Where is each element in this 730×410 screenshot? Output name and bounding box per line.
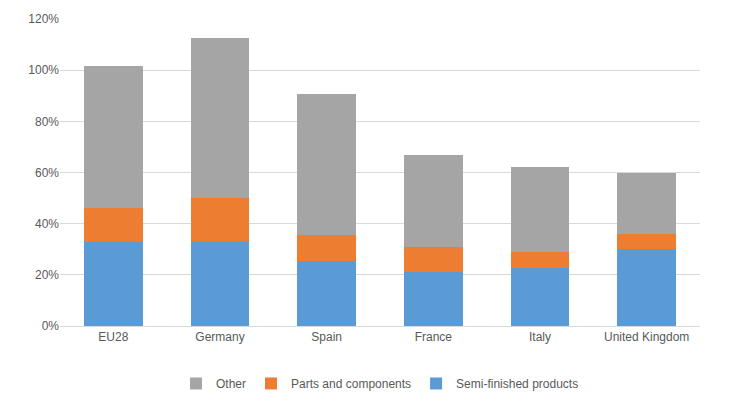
svg-text:100%: 100% — [28, 63, 59, 77]
svg-text:40%: 40% — [35, 217, 59, 231]
svg-text:EU28: EU28 — [98, 330, 128, 344]
svg-text:Spain: Spain — [311, 330, 342, 344]
svg-text:France: France — [415, 330, 453, 344]
svg-text:0%: 0% — [42, 319, 60, 333]
svg-text:20%: 20% — [35, 268, 59, 282]
svg-text:Semi-finished products: Semi-finished products — [456, 377, 578, 391]
svg-text:60%: 60% — [35, 166, 59, 180]
svg-text:120%: 120% — [28, 12, 59, 26]
svg-text:Other: Other — [216, 377, 246, 391]
svg-text:Italy: Italy — [529, 330, 551, 344]
svg-text:80%: 80% — [35, 115, 59, 129]
svg-text:Parts and components: Parts and components — [291, 377, 411, 391]
svg-text:Germany: Germany — [195, 330, 244, 344]
svg-text:United Kingdom: United Kingdom — [604, 330, 689, 344]
